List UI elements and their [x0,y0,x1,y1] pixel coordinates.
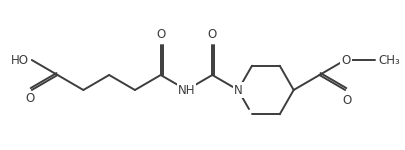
Text: N: N [234,84,243,96]
Text: O: O [25,92,34,105]
Text: CH₃: CH₃ [378,54,400,66]
Text: O: O [208,28,217,41]
Text: O: O [156,28,165,41]
Text: O: O [341,54,351,66]
Text: NH: NH [178,84,195,96]
Text: O: O [343,94,352,107]
Text: HO: HO [11,54,29,66]
